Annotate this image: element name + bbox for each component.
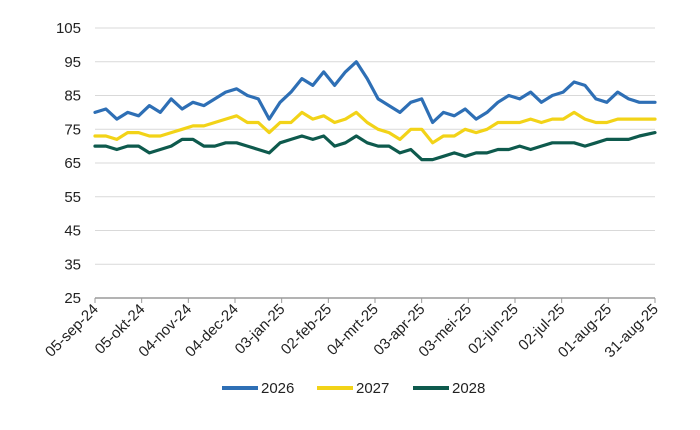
x-tick-label: 02-jun-25 [465,301,522,358]
legend: 2026 2027 2028 [222,380,485,397]
y-tick-label: 95 [64,54,81,71]
y-axis-ticks: 25 35 45 55 65 75 85 95 105 [56,20,81,307]
legend-label: 2026 [261,380,294,397]
series-line-2027 [93,110,657,145]
legend-label: 2027 [356,380,389,397]
y-tick-label: 85 [64,88,81,105]
y-tick-label: 65 [64,155,81,172]
x-axis: 05-sep-2405-okt-2404-nov-2404-dec-2403-j… [42,297,662,361]
legend-label: 2028 [452,380,485,397]
y-tick-label: 105 [56,20,81,37]
x-tick-label: 05-sep-24 [42,301,102,361]
series-line-2026 [93,60,657,125]
series-lines [93,60,657,162]
y-tick-label: 45 [64,223,81,240]
y-tick-label: 25 [64,290,81,307]
y-tick-label: 35 [64,256,81,273]
y-tick-label: 75 [64,121,81,138]
series-line-2028 [93,131,657,162]
gridlines [95,27,655,299]
y-tick-label: 55 [64,189,81,206]
